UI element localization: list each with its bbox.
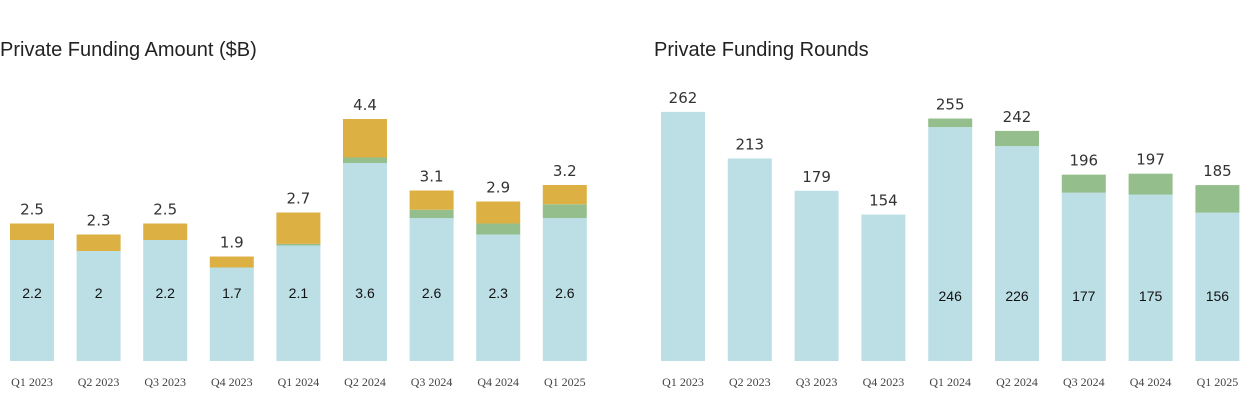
rounds-bar-middle-segment	[995, 130, 1039, 147]
amount-bar-top-segment	[143, 223, 188, 240]
rounds-chart-title: Private Funding Rounds	[654, 39, 869, 61]
amount-bar-top-segment	[409, 190, 454, 210]
amount-base-value-label: 2	[95, 285, 103, 301]
amount-x-tick-label: Q3 2023	[144, 375, 186, 389]
amount-x-tick-label: Q1 2025	[544, 375, 586, 389]
amount-total-label: 2.7	[286, 190, 310, 208]
amount-chart: 2.5 2.2 Q1 2023 2.3 2 Q2 2023 2.5 2.2 Q3 2023 1.9…	[10, 96, 587, 389]
rounds-bar-base-segment	[1128, 194, 1173, 361]
amount-bar-top-segment	[343, 119, 387, 158]
rounds-bar-base-segment	[861, 214, 906, 361]
amount-total-label: 3.1	[420, 168, 444, 186]
amount-chart-title: Private Funding Amount ($B)	[0, 39, 257, 61]
amount-total-label: 2.9	[486, 179, 510, 197]
rounds-chart: 262 Q1 2023 213 Q2 2023 179 Q3 2023 154 Q4 2023…	[661, 89, 1240, 389]
rounds-total-label: 185	[1203, 162, 1232, 180]
rounds-x-tick-label: Q1 2024	[929, 375, 971, 389]
rounds-x-tick-label: Q2 2024	[996, 375, 1038, 389]
amount-bar-base-segment	[542, 218, 587, 361]
amount-bar-base-segment	[343, 163, 387, 361]
amount-x-tick-label: Q4 2023	[211, 375, 253, 389]
amount-total-label: 2.3	[87, 212, 111, 230]
rounds-total-label: 262	[669, 89, 698, 107]
amount-total-label: 3.2	[553, 162, 577, 180]
rounds-total-label: 196	[1069, 152, 1098, 170]
rounds-bar-middle-segment	[1195, 185, 1240, 213]
amount-bar-top-segment	[276, 212, 321, 244]
amount-total-label: 2.5	[153, 201, 177, 219]
amount-base-value-label: 2.2	[22, 285, 42, 301]
rounds-total-label: 154	[869, 192, 898, 210]
rounds-total-label: 242	[1003, 108, 1032, 126]
rounds-bar-base-segment	[1195, 212, 1240, 361]
amount-x-tick-label: Q2 2023	[78, 375, 120, 389]
amount-bar-base-segment	[476, 234, 521, 361]
amount-bar-middle-segment	[409, 209, 454, 218]
amount-base-value-label: 2.6	[555, 285, 575, 301]
amount-bar-base-segment	[409, 218, 454, 361]
rounds-total-label: 255	[936, 96, 965, 114]
rounds-bar-middle-segment	[1128, 173, 1173, 195]
amount-bar-middle-segment	[343, 157, 387, 163]
rounds-bar-base-segment	[727, 158, 772, 361]
rounds-bar-base-segment	[661, 111, 705, 361]
amount-bar-top-segment	[542, 185, 587, 205]
amount-base-value-label: 2.6	[422, 285, 442, 301]
amount-bar-top-segment	[10, 223, 54, 240]
amount-x-tick-label: Q1 2023	[11, 375, 53, 389]
rounds-base-value-label: 226	[1005, 288, 1029, 304]
amount-bar-middle-segment	[276, 243, 321, 246]
rounds-total-label: 179	[802, 168, 831, 186]
amount-bar-base-segment	[10, 240, 54, 361]
rounds-total-label: 213	[735, 135, 764, 153]
amount-bar-top-segment	[476, 201, 521, 224]
amount-bar-middle-segment	[542, 204, 587, 218]
amount-base-value-label: 2.1	[289, 285, 309, 301]
rounds-bar-base-segment	[928, 127, 973, 361]
amount-bar-top-segment	[76, 234, 121, 251]
rounds-x-tick-label: Q4 2024	[1130, 375, 1172, 389]
rounds-base-value-label: 246	[939, 288, 963, 304]
rounds-bar-base-segment	[1061, 192, 1106, 361]
rounds-x-tick-label: Q4 2023	[863, 375, 905, 389]
amount-x-tick-label: Q3 2024	[411, 375, 453, 389]
amount-bar-base-segment	[276, 245, 321, 361]
amount-bar-base-segment	[76, 251, 121, 361]
rounds-bar-middle-segment	[1061, 174, 1106, 193]
amount-total-label: 4.4	[353, 96, 377, 114]
amount-bar-top-segment	[209, 256, 254, 268]
amount-x-tick-label: Q2 2024	[344, 375, 386, 389]
rounds-base-value-label: 177	[1072, 288, 1096, 304]
rounds-base-value-label: 175	[1139, 288, 1163, 304]
rounds-x-tick-label: Q1 2025	[1197, 375, 1239, 389]
amount-total-label: 1.9	[220, 234, 244, 252]
rounds-x-tick-label: Q3 2023	[796, 375, 838, 389]
amount-x-tick-label: Q1 2024	[278, 375, 320, 389]
amount-bar-base-segment	[209, 267, 254, 361]
rounds-base-value-label: 156	[1206, 288, 1230, 304]
amount-bar-middle-segment	[476, 223, 521, 235]
amount-bar-base-segment	[143, 240, 188, 361]
rounds-bar-base-segment	[794, 190, 839, 361]
rounds-x-tick-label: Q1 2023	[662, 375, 704, 389]
rounds-x-tick-label: Q3 2024	[1063, 375, 1105, 389]
rounds-x-tick-label: Q2 2023	[729, 375, 771, 389]
amount-base-value-label: 2.2	[155, 285, 175, 301]
rounds-bar-middle-segment	[928, 118, 973, 128]
amount-total-label: 2.5	[20, 201, 44, 219]
amount-base-value-label: 3.6	[355, 285, 375, 301]
amount-x-tick-label: Q4 2024	[477, 375, 519, 389]
amount-base-value-label: 1.7	[222, 285, 242, 301]
amount-base-value-label: 2.3	[488, 285, 508, 301]
rounds-bar-base-segment	[995, 146, 1039, 361]
rounds-total-label: 197	[1136, 151, 1165, 169]
